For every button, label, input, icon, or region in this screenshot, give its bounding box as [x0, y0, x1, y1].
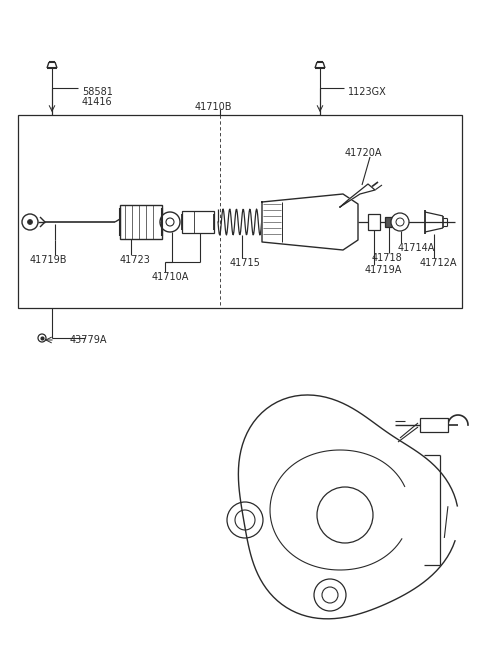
- Bar: [120, 205, 162, 239]
- Text: 58581: 58581: [82, 87, 113, 97]
- Text: 41718: 41718: [372, 253, 403, 263]
- Circle shape: [317, 487, 373, 543]
- Text: 41719B: 41719B: [30, 255, 68, 265]
- Bar: [420, 418, 448, 432]
- Text: 41723: 41723: [120, 255, 151, 265]
- Text: 41720A: 41720A: [345, 148, 383, 158]
- Circle shape: [27, 220, 33, 224]
- Circle shape: [227, 502, 263, 538]
- Circle shape: [391, 213, 409, 231]
- Text: 41710A: 41710A: [152, 272, 190, 282]
- Polygon shape: [340, 184, 375, 207]
- Text: 41714A: 41714A: [398, 243, 435, 253]
- Bar: [182, 211, 214, 233]
- Text: 41719A: 41719A: [365, 265, 402, 275]
- Bar: [18, 115, 462, 308]
- Polygon shape: [262, 194, 358, 250]
- Text: 41710B: 41710B: [195, 102, 232, 112]
- Text: 41715: 41715: [230, 258, 261, 268]
- Bar: [368, 214, 380, 230]
- Text: 41416: 41416: [82, 97, 113, 107]
- Circle shape: [314, 579, 346, 611]
- Text: 43779A: 43779A: [70, 335, 108, 345]
- Circle shape: [160, 212, 180, 232]
- Text: 41712A: 41712A: [420, 258, 457, 268]
- Bar: [385, 217, 392, 227]
- Text: 1123GX: 1123GX: [348, 87, 387, 97]
